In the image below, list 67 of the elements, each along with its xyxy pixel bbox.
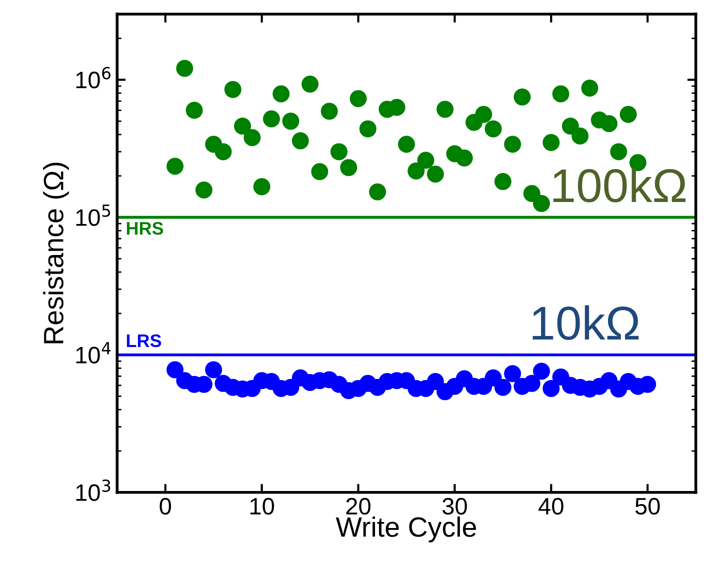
point xyxy=(253,178,270,196)
point xyxy=(494,378,512,396)
point xyxy=(514,88,531,106)
y-tick-label: 10$^{6}$ xyxy=(76,66,110,88)
point xyxy=(234,118,252,135)
point xyxy=(620,106,637,123)
point xyxy=(610,143,628,160)
point xyxy=(542,380,560,397)
point xyxy=(436,100,454,118)
x-tick-label: 20 xyxy=(346,498,370,515)
x-tick-label: 50 xyxy=(635,498,660,515)
x-tick-label: 10 xyxy=(250,498,274,515)
y-tick-label: 10$^{5}$ xyxy=(76,204,110,226)
point xyxy=(562,118,579,135)
point xyxy=(205,361,222,378)
point xyxy=(282,112,300,130)
point xyxy=(523,374,540,392)
annotation: 10kΩ xyxy=(532,305,639,340)
point xyxy=(552,85,570,102)
point xyxy=(504,365,522,382)
point xyxy=(408,162,425,180)
y-axis-title: Resistance (Ω) xyxy=(43,162,69,344)
point xyxy=(532,195,550,212)
point xyxy=(572,128,589,145)
point xyxy=(292,132,309,150)
point xyxy=(417,152,434,169)
point xyxy=(311,163,328,180)
point xyxy=(350,90,367,108)
point xyxy=(340,159,358,176)
point xyxy=(214,143,232,160)
point xyxy=(369,183,386,200)
point xyxy=(330,143,348,160)
point xyxy=(456,149,473,166)
point xyxy=(532,362,550,380)
point xyxy=(523,185,540,202)
point xyxy=(176,60,194,77)
point xyxy=(600,115,618,132)
point xyxy=(302,76,319,93)
point xyxy=(166,361,184,378)
point xyxy=(262,110,280,128)
point xyxy=(426,166,444,183)
point xyxy=(504,136,522,153)
point xyxy=(224,80,242,98)
point xyxy=(244,129,261,146)
ref-line-label: LRS xyxy=(126,334,162,348)
point xyxy=(398,136,415,153)
x-tick-label: 0 xyxy=(160,498,172,515)
point xyxy=(484,120,502,138)
y-tick-label: 10$^{3}$ xyxy=(76,479,110,502)
point xyxy=(359,120,376,138)
point xyxy=(186,102,203,119)
point xyxy=(272,85,290,102)
annotation: 100kΩ xyxy=(553,168,686,202)
point xyxy=(494,173,512,190)
x-tick-label: 30 xyxy=(442,498,467,515)
x-tick-label: 40 xyxy=(538,498,564,515)
point xyxy=(475,106,492,123)
point xyxy=(320,102,338,120)
point xyxy=(166,158,184,175)
ref-line-label: HRS xyxy=(126,222,164,235)
point xyxy=(426,373,444,390)
point xyxy=(542,134,560,151)
point xyxy=(195,181,212,199)
x-axis-title: Write Cycle xyxy=(336,516,476,542)
point xyxy=(639,376,656,393)
point xyxy=(581,80,598,97)
y-tick-label: 10$^{4}$ xyxy=(76,342,111,364)
